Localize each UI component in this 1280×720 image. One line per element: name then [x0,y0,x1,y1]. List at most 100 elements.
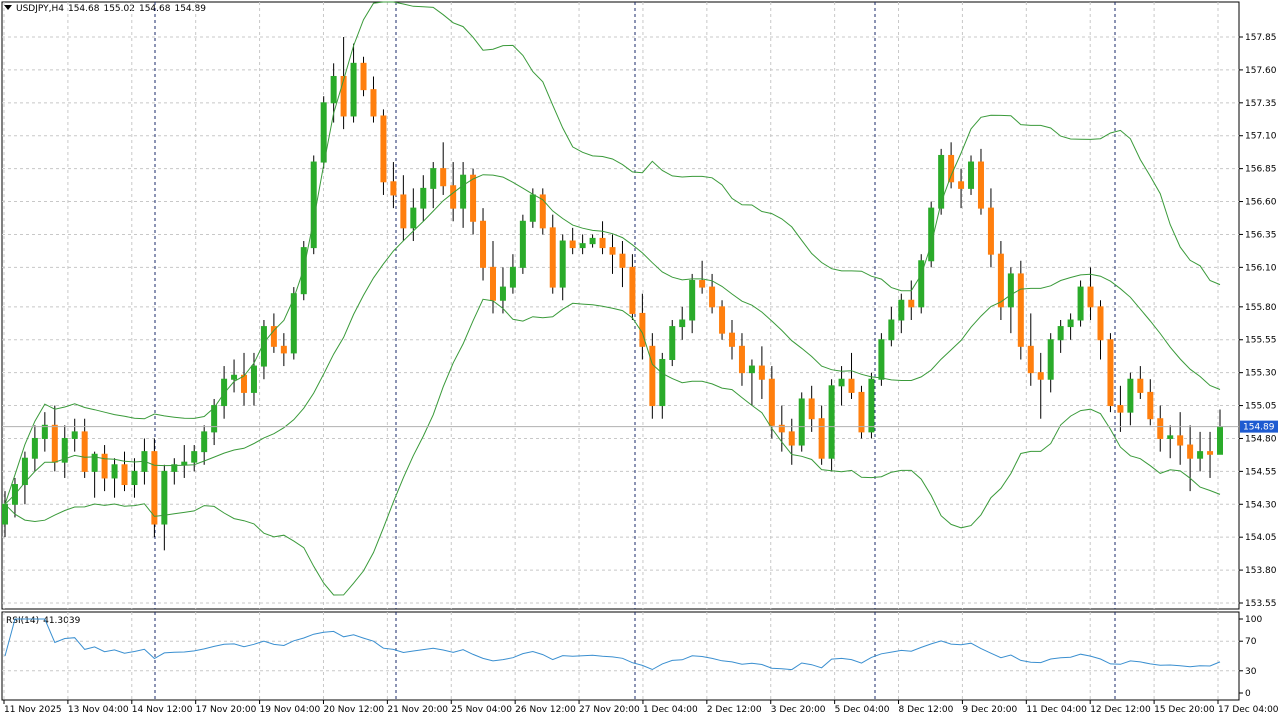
price-axis-label: 157.35 [1245,99,1277,109]
candle-body [21,457,28,486]
candle-body [489,266,496,301]
bollinger-middle-band [4,174,1221,505]
rsi-axis-label: 30 [1245,667,1257,677]
price-axis-label: 154.05 [1245,533,1277,543]
time-axis-label: 25 Nov 04:00 [451,705,512,715]
candle-body [848,378,855,393]
main-chart-frame [1,1,1240,610]
candle-body [629,266,636,314]
candle-body [878,339,885,380]
candle-body [221,378,228,407]
candle-body [420,187,427,209]
price-axis-label: 156.35 [1245,230,1277,240]
candle-body [1167,435,1174,439]
price-axis-label: 153.55 [1245,599,1277,609]
candle-body [549,227,556,288]
candle-body [798,398,805,446]
candle-body [2,503,8,525]
candle-body [250,365,257,393]
candle-body [300,247,307,295]
time-axis-label: 19 Nov 04:00 [260,705,321,715]
candle-body [440,168,447,187]
bollinger-upper-band [4,1,1221,505]
rsi-line [4,618,1221,671]
candle-body [1217,426,1223,455]
candle-body [1057,326,1064,341]
time-axis-label: 11 Nov 2025 [4,705,62,715]
candle-body [390,181,397,196]
time-axis-label: 27 Nov 20:00 [579,705,640,715]
candle-body [918,260,925,308]
candle-body [201,431,208,453]
candle-body [808,398,815,420]
candle-body [838,378,845,387]
candle-body [579,243,586,249]
time-axis-label: 12 Dec 12:00 [1090,705,1151,715]
candle-body [609,247,616,255]
candle-body [699,280,706,288]
candle-body [211,405,218,433]
candle-body [1097,306,1104,341]
symbol-label[interactable]: USDJPY,H4 [16,4,64,14]
current-price-tag [1240,420,1278,433]
candle-body [101,453,108,479]
candle-body [1077,286,1084,321]
price-axis-label: 155.30 [1245,369,1277,379]
candle-body [151,451,158,525]
candle-body [1157,418,1164,439]
candle-body [589,237,596,245]
price-axis-label: 154.30 [1245,500,1277,510]
candle-body [529,194,536,222]
candle-body [231,374,238,380]
time-axis-label: 20 Nov 12:00 [323,705,384,715]
candle-body [1147,391,1154,420]
candle-body [1047,339,1054,380]
candle-body [191,451,198,463]
current-price-label: 154.89 [1243,423,1275,433]
time-axis-label: 26 Nov 12:00 [515,705,576,715]
candle-body [968,161,975,189]
price-axis-label: 157.60 [1245,66,1277,76]
candle-body [987,207,994,255]
candle-body [1117,405,1124,413]
candle-body [171,464,178,472]
candle-body [729,332,736,347]
candle-body [1127,378,1134,413]
price-axis-label: 155.80 [1245,303,1277,313]
candle-body [1197,451,1204,459]
candle-body [519,220,526,268]
candle-body [330,75,337,104]
price-axis-label: 155.05 [1245,402,1277,412]
candle-body [868,378,875,433]
candle-body [1187,444,1194,459]
open-price: 154.68 [67,4,100,14]
time-axis-label: 15 Dec 20:00 [1154,705,1215,715]
time-axis-label: 13 Nov 04:00 [68,705,129,715]
candle-body [91,453,98,472]
candle-body [1007,273,1014,308]
candle-body [1017,273,1024,347]
candle-body [380,115,387,183]
candle-body [41,424,48,439]
candle-body [709,286,716,308]
time-axis-label: 2 Dec 12:00 [707,705,762,715]
candle-body [908,299,915,308]
candle-body [1137,378,1144,393]
candle-body [599,237,606,249]
time-axis-label: 21 Nov 20:00 [387,705,448,715]
price-axis-label: 155.55 [1245,336,1277,346]
price-axis-label: 154.80 [1245,434,1277,444]
bollinger-lower-band [4,298,1221,596]
time-axis-label: 9 Dec 20:00 [962,705,1017,715]
candle-body [977,161,984,209]
candle-body [480,220,487,268]
candle-body [470,174,477,222]
symbol-dropdown-icon[interactable] [4,5,12,10]
candle-body [539,194,546,229]
close-price: 154.89 [174,4,206,14]
candle-body [131,470,138,486]
rsi-axis-label: 100 [1245,615,1262,625]
price-axis-label: 157.10 [1245,132,1277,142]
candle-body [340,75,347,117]
